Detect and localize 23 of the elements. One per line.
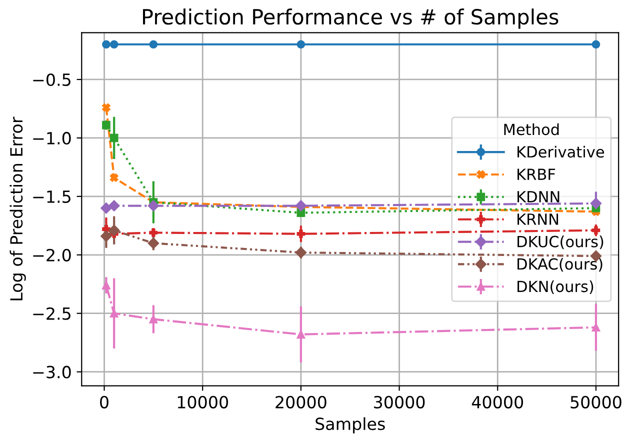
legend-label: KDerivative (518, 146, 604, 158)
legend-label: KRNN (518, 214, 558, 225)
y-tick-label: −1.0 (33, 132, 71, 145)
y-axis-title: Log of Prediction Error (10, 116, 26, 300)
legend-label: KRBF (518, 168, 556, 180)
y-tick-label: −2.0 (33, 248, 71, 262)
legend-title: Method (504, 123, 559, 136)
x-axis-title: Samples (316, 417, 385, 434)
legend-label: DKN(ours) (518, 280, 594, 294)
y-tick-label: −3.0 (33, 366, 71, 378)
y-tick-label: −1.5 (33, 190, 70, 203)
chart-title: Prediction Performance vs # of Samples (143, 8, 558, 29)
y-tick-label: −2.5 (33, 307, 70, 320)
x-tick-label: 50000 (570, 396, 622, 408)
x-tick-label: 20000 (276, 396, 326, 408)
x-tick-label: 40000 (472, 396, 524, 408)
legend-label: DKAC(ours) (518, 258, 602, 272)
legend-label: KDNN (518, 191, 560, 202)
legend-label: DKUC(ours) (518, 236, 604, 250)
x-tick-label: 30000 (374, 396, 425, 408)
y-tick-label: −0.5 (33, 73, 70, 86)
x-tick-label: 10000 (178, 396, 228, 408)
x-tick-label: 0 (100, 396, 108, 408)
